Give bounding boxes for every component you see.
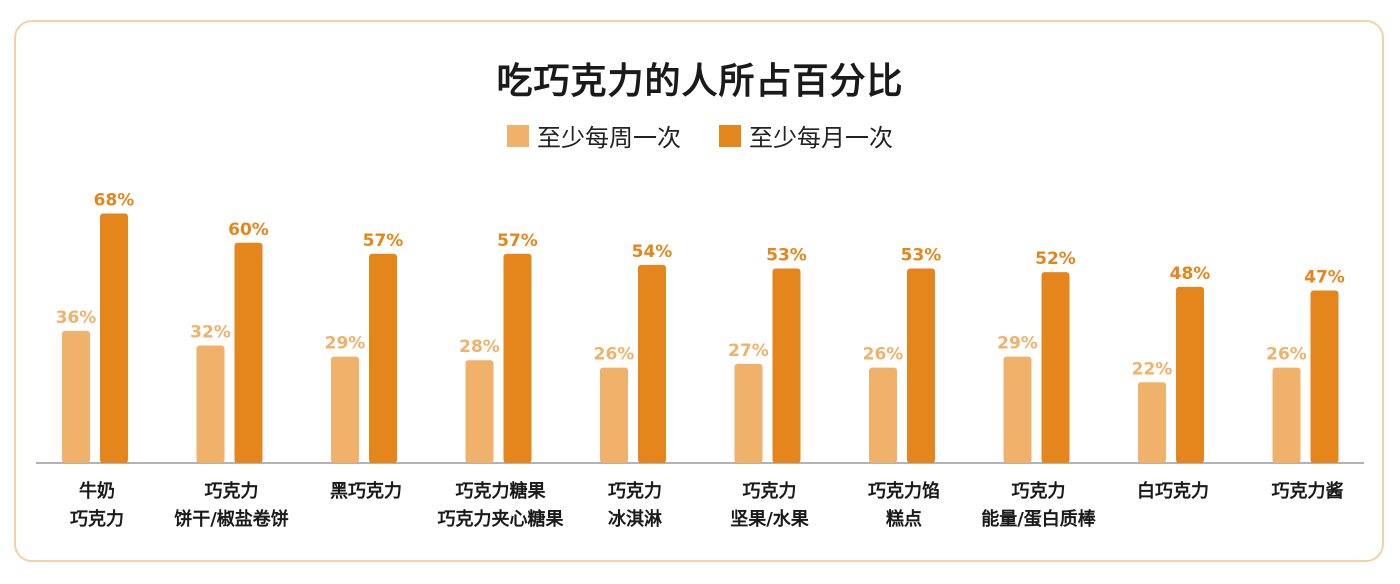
data-label-monthly-1: 60% bbox=[228, 220, 269, 240]
data-label-weekly-2: 29% bbox=[325, 334, 366, 354]
data-label-weekly-1: 32% bbox=[190, 323, 231, 343]
bar-monthly-1 bbox=[234, 242, 263, 463]
legend-label-weekly: 至少每周一次 bbox=[537, 124, 681, 152]
category-label-6-line-1: 糕点 bbox=[886, 508, 922, 530]
bar-weekly-7 bbox=[1003, 356, 1032, 463]
category-label-9-line-0: 巧克力酱 bbox=[1272, 480, 1344, 502]
data-label-weekly-4: 26% bbox=[594, 345, 635, 365]
bar-weekly-8 bbox=[1138, 382, 1166, 463]
bar-monthly-8 bbox=[1176, 286, 1204, 463]
category-label-2-line-0: 黑巧克力 bbox=[330, 480, 402, 502]
category-label-7-line-1: 能量/蛋白质棒 bbox=[981, 508, 1097, 530]
bar-monthly-9 bbox=[1310, 290, 1339, 463]
category-label-0-line-0: 牛奶 bbox=[79, 480, 115, 502]
category-label-3-line-0: 巧克力糖果 bbox=[456, 480, 547, 502]
data-label-weekly-0: 36% bbox=[56, 308, 97, 328]
data-label-monthly-5: 53% bbox=[766, 245, 807, 265]
bar-weekly-1 bbox=[196, 345, 225, 463]
bar-monthly-6 bbox=[907, 268, 935, 463]
bar-monthly-3 bbox=[503, 253, 532, 463]
chart-title: 吃巧克力的人所占百分比 bbox=[496, 61, 904, 102]
legend: 至少每周一次 至少每月一次 bbox=[0, 118, 1400, 153]
data-label-monthly-8: 48% bbox=[1170, 264, 1211, 284]
data-label-weekly-5: 27% bbox=[728, 341, 769, 361]
bar-weekly-0 bbox=[62, 330, 90, 463]
category-label-1-line-0: 巧克力 bbox=[205, 480, 259, 502]
data-label-weekly-8: 22% bbox=[1132, 359, 1173, 379]
category-label-3-line-1: 巧克力夹心糖果 bbox=[438, 508, 565, 530]
data-label-monthly-3: 57% bbox=[497, 231, 538, 251]
bar-weekly-9 bbox=[1272, 367, 1301, 463]
bar-monthly-0 bbox=[100, 213, 128, 463]
category-label-4-line-0: 巧克力 bbox=[608, 480, 662, 502]
category-label-7-line-0: 巧克力 bbox=[1012, 480, 1066, 502]
category-label-8-line-0: 白巧克力 bbox=[1137, 480, 1209, 502]
legend-item-weekly: 至少每周一次 bbox=[507, 118, 681, 153]
category-label-1-line-1: 饼干/椒盐卷饼 bbox=[174, 508, 289, 530]
bar-weekly-6 bbox=[869, 367, 897, 463]
bar-monthly-7 bbox=[1041, 272, 1070, 463]
data-label-monthly-9: 47% bbox=[1304, 268, 1345, 288]
legend-item-monthly: 至少每月一次 bbox=[719, 118, 893, 153]
legend-label-monthly: 至少每月一次 bbox=[749, 124, 893, 152]
legend-swatch-weekly bbox=[507, 124, 529, 147]
bar-weekly-3 bbox=[465, 360, 494, 463]
bar-monthly-4 bbox=[638, 264, 666, 463]
category-label-5-line-0: 巧克力 bbox=[743, 480, 797, 502]
data-label-monthly-0: 68% bbox=[94, 190, 135, 210]
bar-weekly-2 bbox=[331, 356, 359, 463]
category-label-0-line-1: 巧克力 bbox=[70, 508, 124, 530]
data-label-weekly-7: 29% bbox=[997, 334, 1038, 354]
data-label-monthly-6: 53% bbox=[901, 245, 942, 265]
category-label-6-line-0: 巧克力馅 bbox=[868, 480, 940, 502]
data-label-monthly-7: 52% bbox=[1035, 249, 1076, 269]
legend-swatch-monthly bbox=[719, 124, 741, 147]
bar-monthly-5 bbox=[772, 268, 801, 463]
bar-monthly-2 bbox=[369, 253, 397, 463]
category-label-4-line-1: 冰淇淋 bbox=[608, 508, 662, 530]
category-label-5-line-1: 坚果/水果 bbox=[730, 508, 810, 530]
bar-weekly-5 bbox=[734, 363, 763, 463]
data-label-weekly-9: 26% bbox=[1266, 345, 1307, 365]
data-label-weekly-3: 28% bbox=[459, 337, 500, 357]
data-label-weekly-6: 26% bbox=[863, 345, 904, 365]
data-label-monthly-4: 54% bbox=[632, 242, 673, 262]
bar-weekly-4 bbox=[600, 367, 628, 463]
data-label-monthly-2: 57% bbox=[363, 231, 404, 251]
